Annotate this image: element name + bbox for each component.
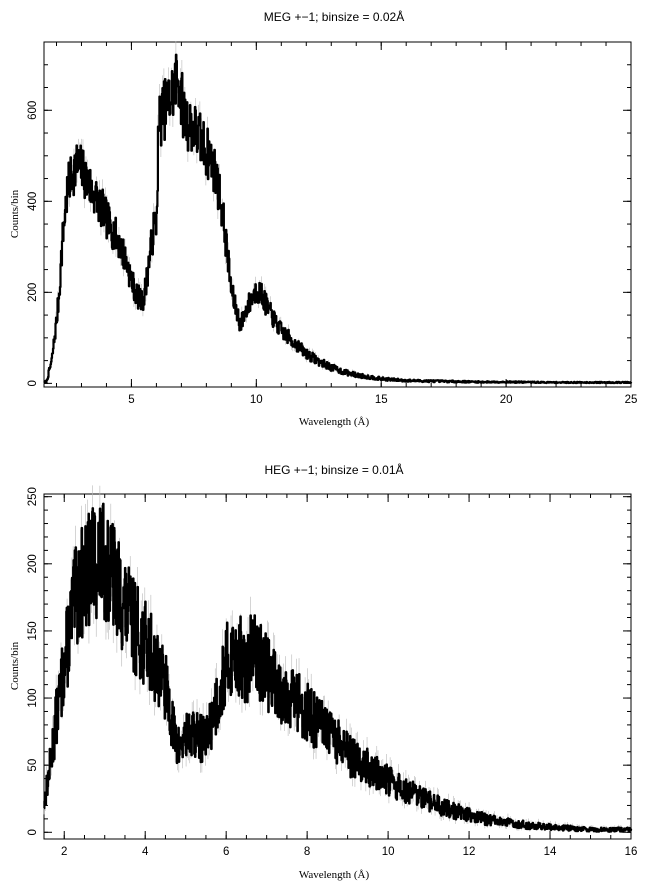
heg-error-bars <box>43 485 631 833</box>
heg-series-line <box>43 502 633 833</box>
heg-plot-area <box>43 485 633 840</box>
meg-ticks <box>44 41 632 387</box>
meg-x-axis-label: Wavelength (Å) <box>299 416 370 428</box>
meg-y-axis-label: Counts/bin <box>9 189 21 238</box>
meg-x-tick-label: 15 <box>375 394 388 406</box>
heg-x-tick-label: 2 <box>61 846 67 858</box>
heg-x-tick-label: 4 <box>142 846 149 858</box>
meg-title: MEG +−1; binsize = 0.02Å <box>264 9 404 24</box>
meg-series-line <box>43 53 633 385</box>
meg-x-tick-label: 20 <box>500 394 513 406</box>
meg-plot-area <box>43 41 633 388</box>
heg-x-tick-label: 14 <box>544 846 557 858</box>
meg-x-tick-label: 25 <box>625 394 638 406</box>
heg-x-tick-label: 12 <box>463 846 476 858</box>
heg-y-tick-label: 150 <box>27 621 39 640</box>
meg-error-bars <box>43 41 631 384</box>
heg-y-tick-labels: 0 50 100 150 200 250 <box>27 487 39 835</box>
heg-x-tick-label: 16 <box>625 846 638 858</box>
meg-x-tick-label: 5 <box>128 394 134 406</box>
heg-y-axis-label: Counts/bin <box>9 641 21 690</box>
meg-x-tick-labels: 5 10 15 20 25 <box>128 394 637 406</box>
heg-y-tick-label: 250 <box>27 487 39 506</box>
meg-frame <box>43 41 632 388</box>
heg-panel: HEG +−1; binsize = 0.01Å 2 4 6 8 10 12 1… <box>9 462 637 881</box>
meg-y-tick-label: 400 <box>27 192 39 211</box>
heg-x-tick-labels: 2 4 6 8 10 12 14 16 <box>61 846 637 858</box>
heg-x-tick-label: 6 <box>223 846 229 858</box>
heg-x-tick-label: 10 <box>382 846 395 858</box>
heg-y-tick-label: 200 <box>27 554 39 573</box>
meg-y-tick-label: 0 <box>27 380 39 386</box>
meg-y-tick-label: 600 <box>27 101 39 120</box>
heg-frame <box>43 493 632 840</box>
heg-y-tick-label: 0 <box>27 829 39 835</box>
heg-y-tick-label: 50 <box>27 759 39 772</box>
heg-ticks <box>43 494 632 839</box>
meg-panel: MEG +−1; binsize = 0.02Å 5 10 15 20 25 0… <box>9 9 637 428</box>
meg-x-tick-label: 10 <box>250 394 263 406</box>
heg-y-tick-label: 100 <box>27 688 39 707</box>
heg-x-tick-label: 8 <box>304 846 310 858</box>
meg-y-tick-label: 200 <box>27 283 39 302</box>
meg-y-tick-labels: 0 200 400 600 <box>27 101 39 387</box>
heg-title: HEG +−1; binsize = 0.01Å <box>264 462 403 477</box>
heg-x-axis-label: Wavelength (Å) <box>299 869 370 881</box>
